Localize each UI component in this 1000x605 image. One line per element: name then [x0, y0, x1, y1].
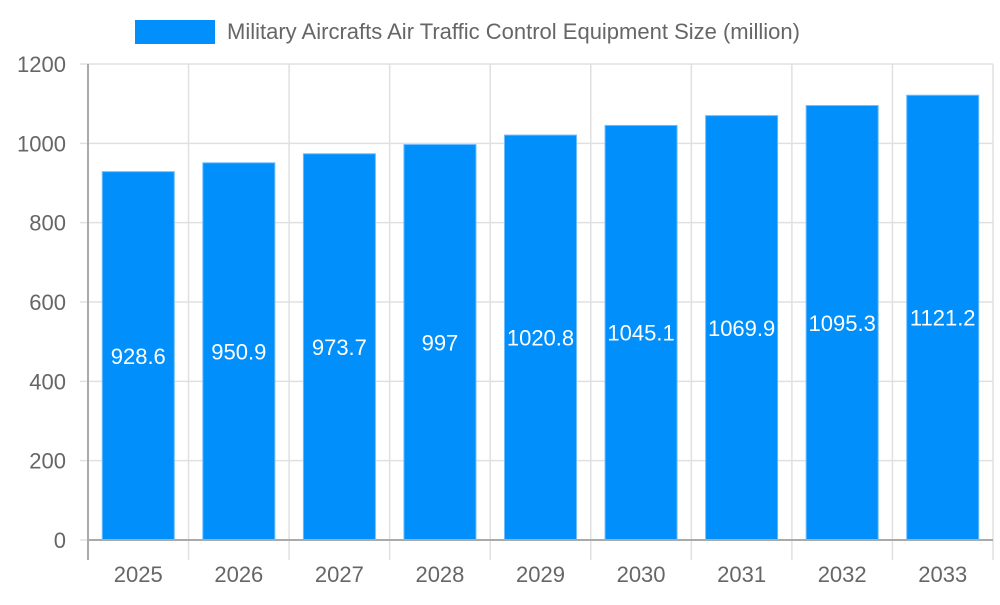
- x-tick-label: 2032: [818, 562, 867, 587]
- data-label: 997: [422, 330, 459, 355]
- bar: [403, 144, 477, 541]
- x-tick-label: 2026: [214, 562, 263, 587]
- x-tick-label: 2025: [114, 562, 163, 587]
- data-label: 1045.1: [607, 321, 674, 346]
- data-label: 950.9: [211, 339, 266, 364]
- bar: [705, 115, 779, 541]
- x-tick-label: 2029: [516, 562, 565, 587]
- y-tick-label: 1000: [17, 131, 66, 156]
- data-label: 928.6: [111, 344, 166, 369]
- y-tick-label: 200: [29, 449, 66, 474]
- data-label: 973.7: [312, 335, 367, 360]
- y-tick-label: 400: [29, 369, 66, 394]
- x-tick-label: 2033: [918, 562, 967, 587]
- bar: [504, 134, 577, 541]
- x-tick-label: 2027: [315, 562, 364, 587]
- x-tick-label: 2028: [415, 562, 464, 587]
- legend[interactable]: Military Aircrafts Air Traffic Control E…: [135, 19, 800, 44]
- y-tick-label: 0: [54, 528, 66, 553]
- legend-swatch: [135, 20, 215, 44]
- bar: [906, 94, 980, 541]
- x-tick-label: 2030: [617, 562, 666, 587]
- data-label: 1069.9: [708, 316, 775, 341]
- bar: [604, 124, 678, 541]
- legend-label: Military Aircrafts Air Traffic Control E…: [227, 19, 800, 44]
- bar: [101, 171, 175, 541]
- y-tick-label: 800: [29, 211, 66, 236]
- x-tick-label: 2031: [717, 562, 766, 587]
- y-tick-label: 600: [29, 290, 66, 315]
- bar: [202, 162, 276, 541]
- data-label: 1095.3: [809, 311, 876, 336]
- bar: [805, 105, 879, 541]
- data-label: 1121.2: [910, 306, 976, 331]
- data-label: 1020.8: [507, 326, 574, 351]
- bar: [302, 153, 376, 541]
- y-tick-label: 1200: [17, 52, 66, 77]
